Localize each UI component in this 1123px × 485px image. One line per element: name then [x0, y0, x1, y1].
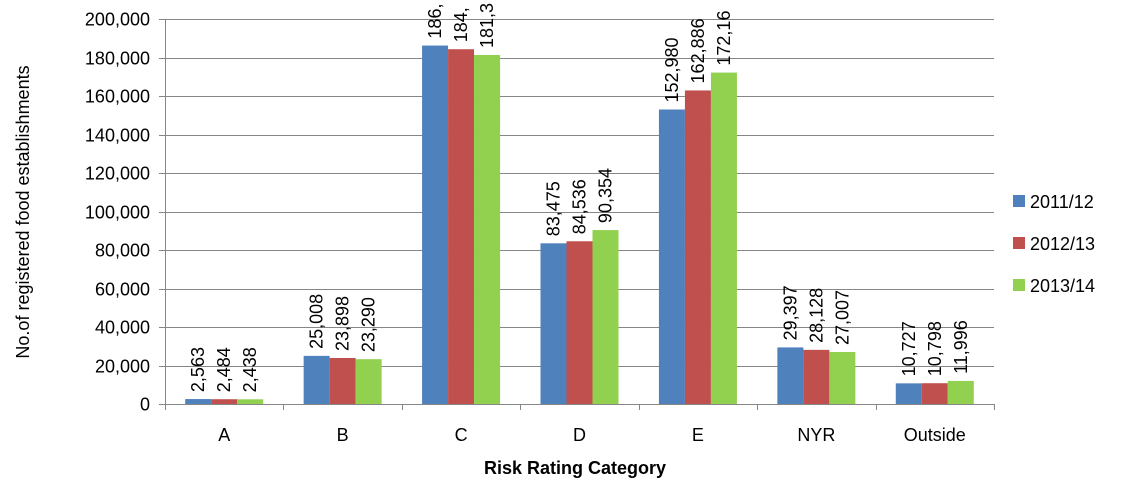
data-label: 25,008 [307, 294, 327, 349]
bar-b-1 [303, 355, 330, 404]
bar-d-1 [540, 243, 567, 404]
bar-e-2 [684, 90, 711, 404]
x-axis-title: Risk Rating Category [484, 458, 666, 478]
data-label: 27,007 [832, 290, 852, 345]
legend-label: 2011/12 [1030, 192, 1094, 212]
bars [185, 45, 974, 405]
bar-outside-1 [895, 383, 922, 404]
bar-e-1 [658, 109, 685, 405]
data-label: 90,354 [596, 168, 616, 223]
legend-swatch [1013, 279, 1025, 291]
data-label: 162,886 [688, 18, 708, 83]
y-tick-label: 40,000 [95, 318, 150, 338]
x-tick-label: B [337, 425, 349, 445]
bar-a-3 [237, 399, 264, 404]
data-label: 186, [425, 4, 445, 39]
legend-label: 2012/13 [1030, 234, 1095, 254]
bar-e-3 [710, 72, 737, 404]
data-label: 29,397 [780, 285, 800, 340]
data-label: 2,484 [214, 347, 234, 392]
data-label: 23,898 [333, 296, 353, 351]
x-tick-label: NYR [797, 425, 835, 445]
legend-label: 2013/14 [1030, 276, 1095, 296]
data-label: 11,996 [951, 320, 971, 374]
data-label: 10,798 [925, 321, 945, 376]
data-label: 84,536 [570, 179, 590, 234]
data-label: 181,3 [477, 3, 497, 48]
bar-nyr-2 [803, 349, 830, 404]
y-tick-label: 120,000 [85, 164, 150, 184]
data-label: 152,980 [662, 37, 682, 102]
y-axis-title: No.of registered food establishments [13, 65, 33, 358]
bar-b-2 [329, 357, 356, 404]
data-label: 2,563 [188, 347, 208, 392]
data-label: 2,438 [240, 347, 260, 392]
bar-nyr-3 [829, 352, 856, 404]
axes: 0 20,000 40,000 60,000 80,000 100,000 120,000 1… [85, 10, 995, 445]
bar-d-3 [592, 230, 619, 404]
bar-outside-2 [921, 383, 948, 404]
bar-nyr-1 [777, 347, 804, 404]
x-tick-label: A [218, 425, 230, 445]
y-tick-label: 80,000 [95, 241, 150, 261]
bar-a-2 [211, 399, 238, 404]
data-labels: 2,563 2,484 2,438 25,008 23,898 23,290 186, 184… [188, 3, 971, 392]
y-tick-label: 0 [140, 395, 150, 415]
y-tick-label: 100,000 [85, 203, 150, 223]
bar-c-1 [422, 45, 449, 404]
bar-a-1 [185, 399, 212, 404]
y-tick-label: 160,000 [85, 87, 150, 107]
y-tick-label: 200,000 [85, 10, 150, 30]
legend: 2011/12 2012/13 2013/14 [1013, 192, 1095, 296]
y-tick-label: 140,000 [85, 126, 150, 146]
bar-c-3 [474, 54, 501, 405]
data-label: 184, [451, 7, 471, 42]
y-tick-label: 20,000 [95, 357, 150, 377]
y-tick-label: 180,000 [85, 49, 150, 69]
legend-swatch [1013, 195, 1025, 207]
x-tick-label: Outside [904, 425, 966, 445]
data-label: 28,128 [806, 288, 826, 343]
bar-outside-3 [947, 380, 974, 404]
data-label: 83,475 [544, 181, 564, 236]
bar-b-3 [355, 359, 382, 404]
bar-d-2 [566, 241, 593, 404]
data-label: 23,290 [359, 297, 379, 352]
data-label: 10,727 [899, 321, 919, 376]
x-tick-label: D [573, 425, 586, 445]
y-tick-label: 60,000 [95, 280, 150, 300]
data-label: 172,16 [714, 11, 734, 66]
gridlines [165, 19, 994, 367]
x-tick-label: E [692, 425, 704, 445]
bar-c-2 [448, 49, 475, 404]
legend-swatch [1013, 237, 1025, 249]
x-tick-label: C [455, 425, 468, 445]
